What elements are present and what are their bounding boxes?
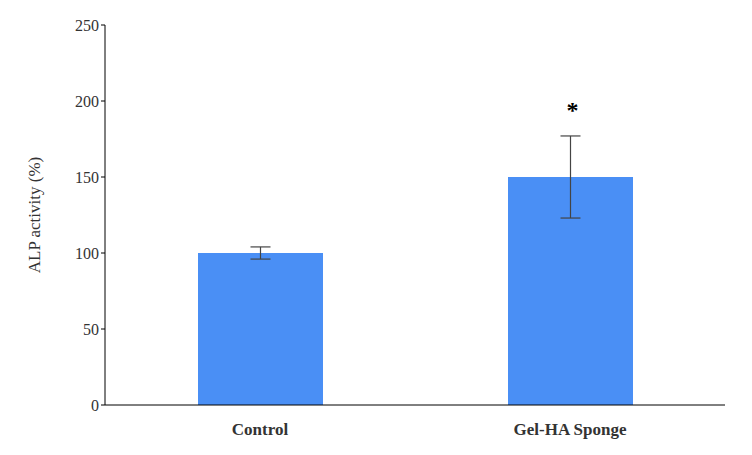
svg-text:0: 0 xyxy=(91,397,99,414)
svg-text:*: * xyxy=(567,97,579,123)
svg-text:100: 100 xyxy=(75,245,99,262)
svg-text:50: 50 xyxy=(83,321,99,338)
svg-text:ALP activity (%): ALP activity (%) xyxy=(25,157,44,273)
svg-text:Control: Control xyxy=(232,420,289,439)
svg-text:150: 150 xyxy=(75,169,99,186)
svg-text:200: 200 xyxy=(75,93,99,110)
svg-text:Gel-HA Sponge: Gel-HA Sponge xyxy=(514,420,627,439)
svg-text:250: 250 xyxy=(75,17,99,34)
